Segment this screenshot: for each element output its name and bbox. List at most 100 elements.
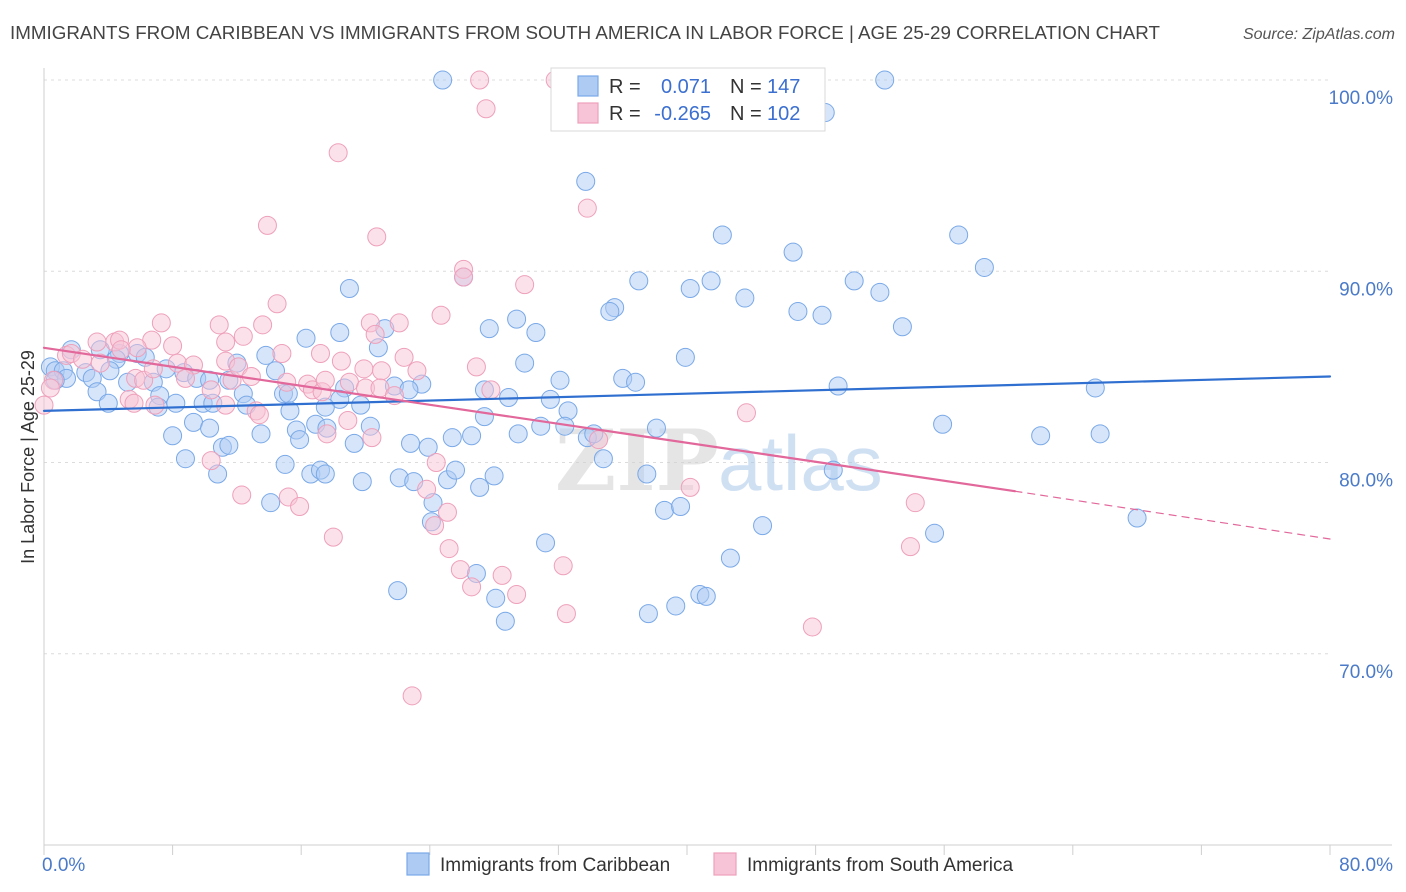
caribbean-legend-label: Immigrants from Caribbean bbox=[440, 855, 670, 876]
caribbean-point bbox=[507, 309, 527, 329]
y-tick-label: 80.0% bbox=[1339, 471, 1393, 492]
south-america-point bbox=[323, 527, 343, 547]
caribbean-point bbox=[540, 389, 560, 409]
south-america-point bbox=[470, 70, 490, 90]
caribbean-point bbox=[315, 464, 335, 484]
caribbean-point bbox=[479, 319, 499, 339]
caribbean-point bbox=[388, 581, 408, 601]
south-america-point bbox=[201, 451, 221, 471]
watermark-atlas: atlas bbox=[718, 419, 883, 507]
caribbean-point bbox=[974, 257, 994, 277]
south-america-point bbox=[437, 502, 457, 522]
caribbean-point bbox=[462, 426, 482, 446]
south-america-point bbox=[402, 686, 422, 706]
south-america-point bbox=[87, 332, 107, 352]
caribbean-trend-line bbox=[42, 375, 1332, 412]
caribbean-point bbox=[593, 449, 613, 469]
caribbean-point bbox=[701, 271, 721, 291]
caribbean-n-value: 147 bbox=[767, 76, 800, 98]
caribbean-swatch bbox=[577, 75, 599, 97]
south-america-point bbox=[290, 497, 310, 517]
south-america-point bbox=[90, 353, 110, 373]
y-axis-title: In Labor Force | Age 25-29 bbox=[18, 350, 38, 564]
caribbean-point bbox=[576, 171, 596, 191]
south-america-point bbox=[253, 315, 273, 335]
south-america-point bbox=[481, 380, 501, 400]
caribbean-point bbox=[484, 466, 504, 486]
caribbean-point bbox=[712, 225, 732, 245]
trend-lines bbox=[42, 346, 1332, 540]
south-america-point bbox=[145, 395, 165, 415]
south-america-point bbox=[507, 584, 527, 604]
caribbean-point bbox=[351, 395, 371, 415]
south-america-point bbox=[900, 537, 920, 557]
caribbean-point bbox=[251, 424, 271, 444]
caribbean-point bbox=[352, 472, 372, 492]
south-america-point bbox=[127, 338, 147, 358]
caribbean-point bbox=[261, 493, 281, 513]
caribbean-legend-swatch bbox=[406, 852, 430, 876]
south-america-point bbox=[417, 479, 437, 499]
caribbean-n-label: N = bbox=[730, 76, 762, 98]
south-america-point bbox=[310, 344, 330, 364]
caribbean-point bbox=[433, 70, 453, 90]
caribbean-point bbox=[696, 586, 716, 606]
caribbean-point bbox=[526, 322, 546, 342]
caribbean-point bbox=[315, 397, 335, 417]
south-america-point bbox=[267, 294, 287, 314]
caribbean-point bbox=[98, 393, 118, 413]
south-america-point bbox=[680, 477, 700, 497]
caribbean-point bbox=[666, 596, 686, 616]
caribbean-point bbox=[474, 407, 494, 427]
south-america-point bbox=[367, 227, 387, 247]
south-america-swatch bbox=[577, 102, 599, 124]
caribbean-point bbox=[735, 288, 755, 308]
south-america-point bbox=[201, 380, 221, 400]
caribbean-point bbox=[637, 464, 657, 484]
south-america-point bbox=[249, 405, 269, 425]
south-america-r-label: R = bbox=[609, 103, 641, 125]
stats-legend: R = 0.071 N = 147 R = -0.265 N = 102 bbox=[550, 67, 826, 132]
series-legend: Immigrants from Caribbean Immigrants fro… bbox=[406, 852, 1014, 876]
gridlines bbox=[44, 79, 1330, 655]
south-america-point bbox=[589, 430, 609, 450]
caribbean-point bbox=[892, 317, 912, 337]
chart-title: IMMIGRANTS FROM CARIBBEAN VS IMMIGRANTS … bbox=[10, 22, 1160, 43]
caribbean-point bbox=[344, 433, 364, 453]
caribbean-point bbox=[163, 426, 183, 446]
caribbean-point bbox=[495, 611, 515, 631]
south-america-point bbox=[476, 99, 496, 119]
x-tick-label-min: 0.0% bbox=[42, 855, 85, 876]
south-america-point bbox=[331, 351, 351, 371]
south-america-legend-label: Immigrants from South America bbox=[747, 855, 1014, 876]
caribbean-point bbox=[875, 70, 895, 90]
caribbean-point bbox=[753, 516, 773, 536]
caribbean-point bbox=[256, 345, 276, 365]
caribbean-point bbox=[933, 414, 953, 434]
south-america-point bbox=[407, 361, 427, 381]
caribbean-r-value: 0.071 bbox=[661, 76, 711, 98]
caribbean-point bbox=[219, 435, 239, 455]
caribbean-point bbox=[675, 347, 695, 367]
caribbean-point bbox=[949, 225, 969, 245]
south-america-point bbox=[372, 361, 392, 381]
south-america-point bbox=[272, 344, 292, 364]
caribbean-point bbox=[339, 278, 359, 298]
south-america-point bbox=[317, 424, 337, 444]
caribbean-point bbox=[87, 382, 107, 402]
south-america-point bbox=[425, 516, 445, 536]
south-america-trend-line-extension bbox=[1014, 490, 1331, 540]
caribbean-point bbox=[638, 604, 658, 624]
caribbean-point bbox=[401, 433, 421, 453]
caribbean-point bbox=[558, 401, 578, 421]
south-america-point bbox=[338, 410, 358, 430]
south-america-point bbox=[802, 617, 822, 637]
caribbean-point bbox=[446, 460, 466, 480]
caribbean-point bbox=[536, 533, 556, 553]
caribbean-point bbox=[680, 278, 700, 298]
south-america-point bbox=[577, 198, 597, 218]
south-america-point bbox=[466, 357, 486, 377]
caribbean-point bbox=[844, 271, 864, 291]
caribbean-point bbox=[600, 301, 620, 321]
